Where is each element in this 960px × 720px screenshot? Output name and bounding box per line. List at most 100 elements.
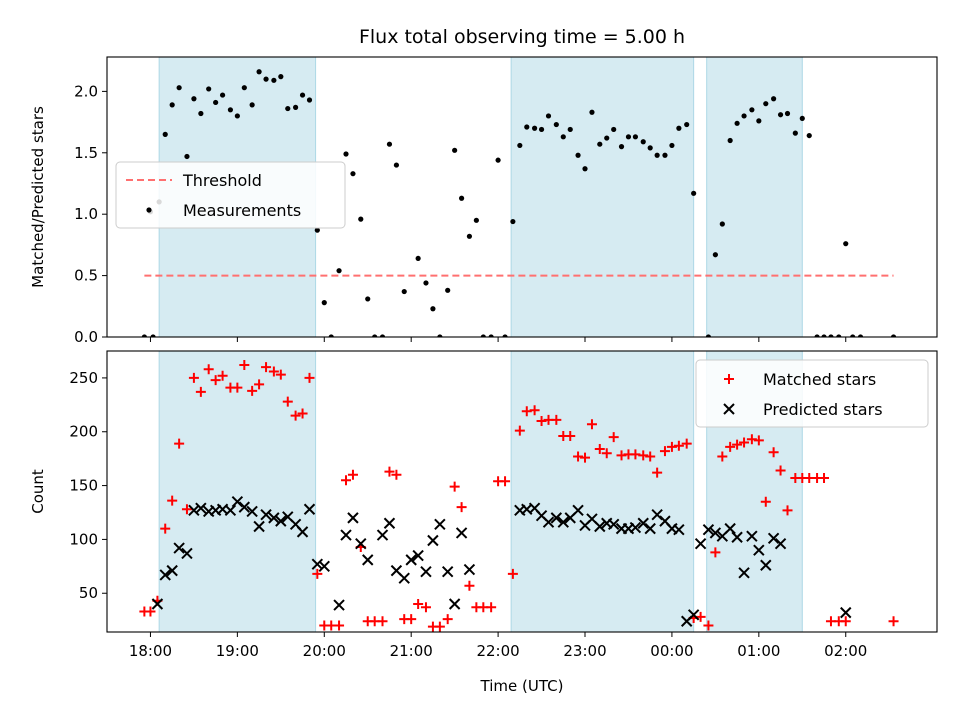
matched-star-point: [290, 410, 301, 421]
predicted-star-point: [746, 530, 758, 542]
matched-star-point: [732, 439, 743, 450]
matched-star-point: [630, 449, 641, 460]
legend: Threshold Measurements: [115, 161, 346, 229]
matched-star-point: [616, 450, 627, 461]
matched-star-point: [254, 379, 265, 390]
predicted-star-point: [448, 598, 461, 610]
predicted-star-point: [840, 606, 852, 619]
measurement-point: [632, 134, 639, 140]
matched-star-point: [167, 495, 178, 506]
predicted-star-point: [253, 520, 265, 533]
observing-window-1: [510, 56, 695, 338]
predicted-star-point: [376, 529, 389, 541]
predicted-star-point: [738, 567, 750, 579]
matched-star-point: [586, 419, 597, 430]
measurement-point: [618, 144, 625, 150]
predicted-star-point: [224, 504, 237, 517]
predicted-star-point: [260, 508, 272, 521]
measurement-point: [771, 96, 777, 102]
matched-star-point: [739, 437, 750, 448]
matched-star-point: [645, 451, 656, 462]
predicted-star-point: [694, 538, 707, 550]
measurement-point: [749, 107, 755, 113]
matched-star-point: [601, 448, 612, 459]
predicted-star-point: [333, 599, 345, 611]
predicted-star-point: [347, 512, 359, 524]
measurement-point: [611, 126, 617, 133]
measurement-point: [741, 113, 747, 119]
measurement-point: [480, 334, 486, 337]
measurement-point: [415, 255, 421, 262]
y-tick-label: 200: [69, 423, 98, 441]
measurement-point: [806, 132, 812, 139]
measurement-point: [191, 96, 197, 102]
predicted-star-point: [412, 549, 424, 562]
measurement-point: [647, 145, 653, 151]
measurement-point: [328, 334, 334, 337]
y-tick-label: 1.5: [74, 144, 98, 162]
predicted-star-point: [268, 512, 280, 524]
legend-label-measurements: Measurements: [183, 201, 301, 220]
matched-star-point: [247, 385, 258, 396]
measurement-point: [437, 334, 443, 337]
measurement-point: [150, 334, 156, 337]
measurement-point: [452, 147, 458, 153]
predicted-star-point: [760, 559, 772, 571]
measurement-point: [321, 300, 327, 306]
measurement-point: [756, 118, 762, 124]
x-axis-label: Time (UTC): [480, 677, 564, 695]
predicted-star-point: [644, 522, 656, 535]
measurement-point: [379, 334, 386, 337]
measurement-point: [524, 124, 530, 130]
predicted-star-point: [673, 524, 685, 536]
measurement-point: [821, 334, 827, 337]
predicted-star-point: [238, 501, 251, 513]
measurement-point: [386, 141, 393, 147]
measurement-point: [169, 102, 175, 108]
measurement-point: [734, 120, 740, 126]
measurement-point: [567, 126, 573, 133]
top-panel: 0.0 0.5 1.0 1.5 2.0 Matched/Predicted stars Th…: [29, 56, 938, 346]
measurement-point: [510, 218, 516, 225]
predicted-star-point: [767, 532, 780, 545]
measurement-point: [393, 162, 400, 168]
matched-star-point: [341, 475, 352, 486]
y-tick-label: 150: [69, 477, 98, 495]
predicted-star-point: [159, 569, 171, 581]
legend-label-predicted: Predicted stars: [763, 400, 883, 419]
matched-star-point: [529, 405, 540, 416]
measurement-point: [691, 190, 697, 196]
matched-star-point: [282, 396, 293, 407]
predicted-star-point: [463, 563, 476, 576]
measurement-point: [234, 113, 240, 119]
matched-star-point: [145, 606, 156, 617]
measurement-point: [517, 142, 523, 149]
matched-star-point: [449, 481, 460, 492]
matched-star-point: [710, 547, 721, 558]
predicted-star-point: [572, 504, 584, 517]
measurement-point: [814, 334, 820, 337]
measurement-point: [372, 334, 378, 337]
axes-frame: [106, 56, 938, 338]
measurement-point: [545, 113, 552, 119]
measurement-point: [712, 252, 718, 258]
x-tick-label: 01:00: [737, 642, 780, 660]
measurement-point: [705, 334, 712, 337]
measurement-point: [843, 241, 849, 247]
measurement-point: [662, 152, 668, 158]
matched-star-point: [753, 435, 764, 446]
matched-star-point: [594, 443, 605, 454]
predicted-star-point: [607, 518, 620, 531]
measurement-point: [306, 97, 313, 103]
predicted-star-point: [637, 517, 649, 529]
measurement-point: [401, 288, 407, 295]
measurement-point: [278, 74, 284, 80]
matched-star-point: [746, 434, 757, 445]
matched-star-point: [195, 386, 206, 397]
predicted-star-point: [246, 505, 258, 518]
y-tick-label: 2.0: [74, 82, 98, 100]
matched-star-point: [782, 505, 793, 516]
measurement-point: [219, 92, 226, 98]
measurement-point: [299, 92, 306, 98]
